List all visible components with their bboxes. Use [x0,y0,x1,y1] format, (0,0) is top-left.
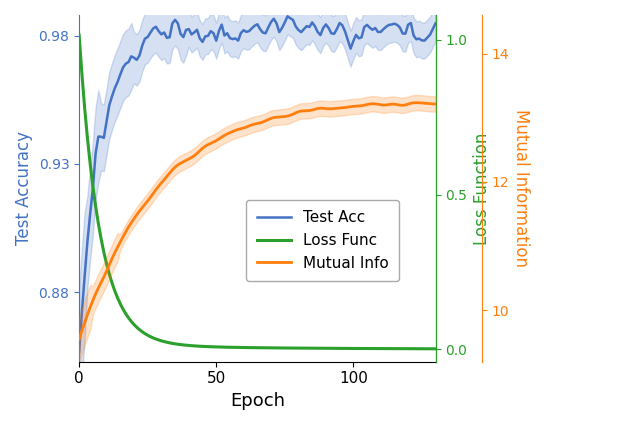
Test Acc [76,349,83,354]
Test Acc [300,26,308,31]
Loss Func [298,346,305,351]
Y-axis label: Test Accuracy: Test Accuracy [15,131,33,245]
Line: Mutual Info: Mutual Info [79,103,436,339]
Loss Func [138,329,146,334]
X-axis label: Epoch: Epoch [230,392,285,410]
Mutual Info [339,105,346,111]
Test Acc [432,21,440,26]
Test Acc [341,29,349,34]
Mutual Info [89,298,97,303]
Line: Loss Func: Loss Func [79,35,436,349]
Line: Test Acc: Test Acc [79,16,436,352]
Mutual Info [138,205,146,210]
Mutual Info [298,108,305,113]
Mutual Info [413,100,420,105]
Loss Func [278,346,286,351]
Loss Func [76,33,83,38]
Mutual Info [278,114,286,119]
Mutual Info [352,104,360,109]
Test Acc [89,186,97,191]
Loss Func [352,346,360,351]
Loss Func [432,346,440,351]
Test Acc [138,43,146,48]
Legend: Test Acc, Loss Func, Mutual Info: Test Acc, Loss Func, Mutual Info [246,199,399,281]
Mutual Info [76,337,83,342]
Loss Func [339,346,346,351]
Test Acc [278,26,286,31]
Test Acc [284,14,291,19]
Mutual Info [432,102,440,107]
Test Acc [355,36,363,41]
Y-axis label: Mutual Information: Mutual Information [512,109,530,267]
Loss Func [89,184,97,189]
Y-axis label: Loss Function: Loss Function [473,132,491,244]
